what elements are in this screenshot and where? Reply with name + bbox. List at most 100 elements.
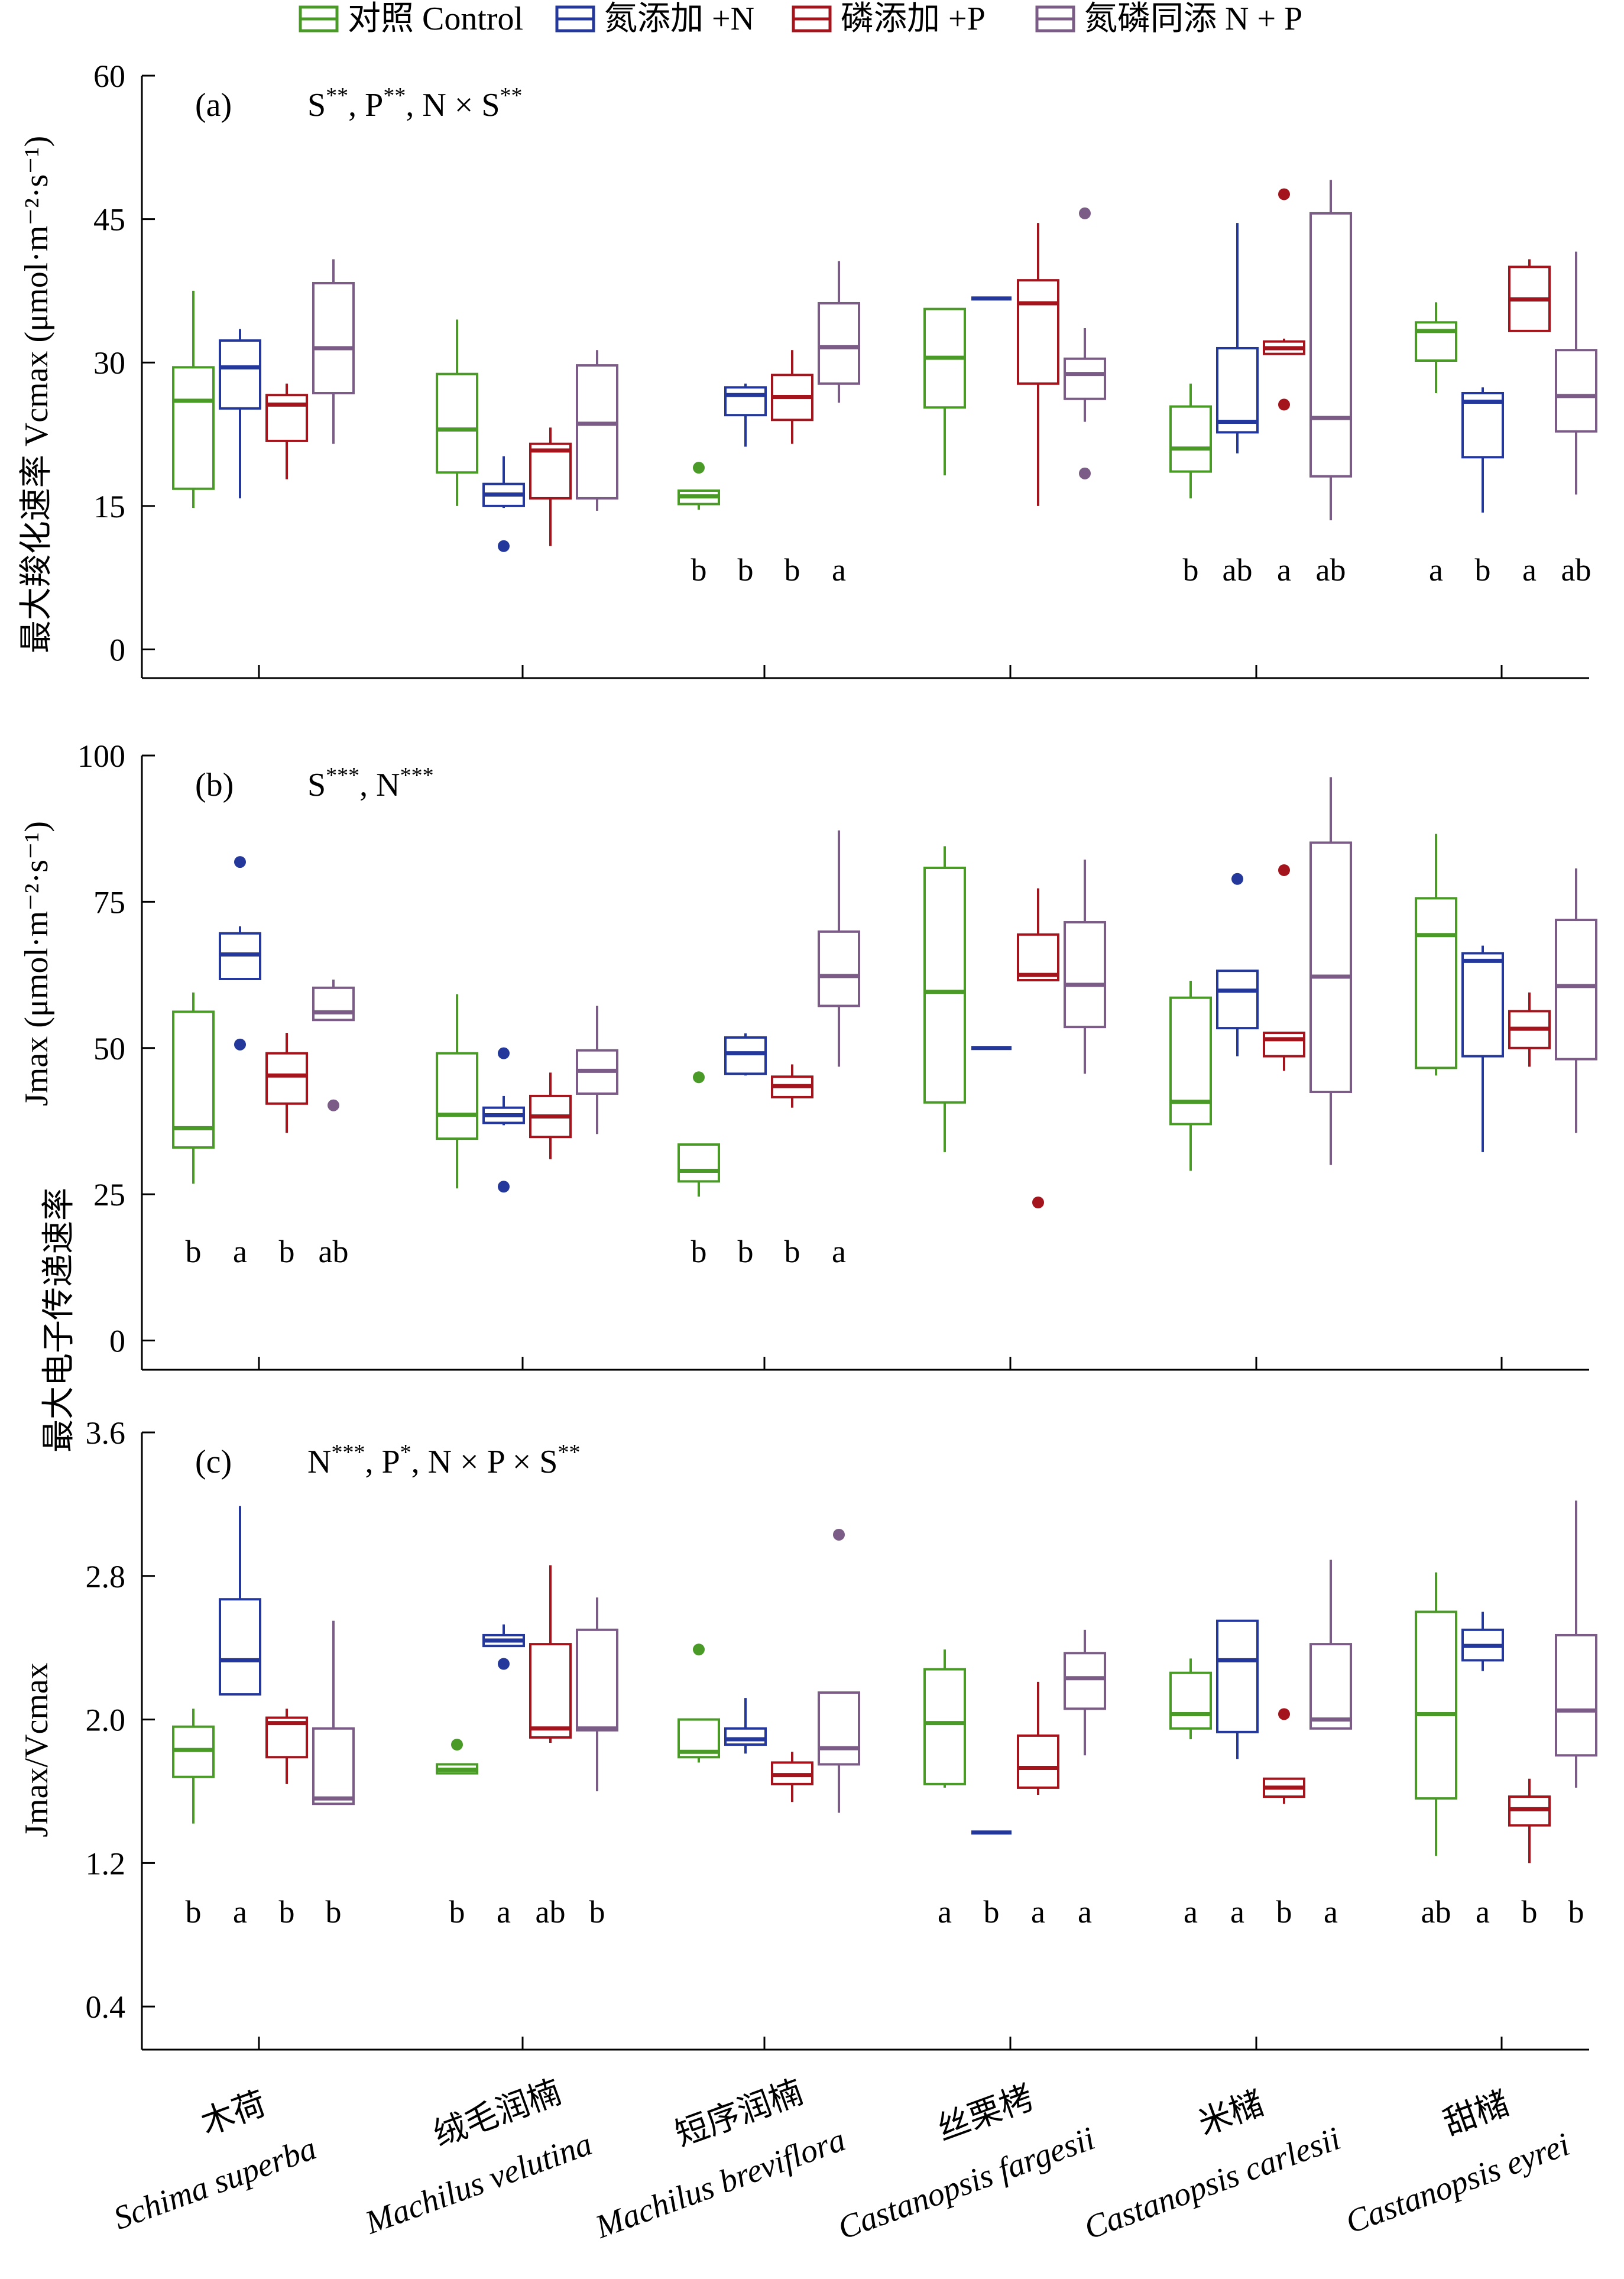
y-axis-label: Jmax/Vcmax <box>18 1662 55 1837</box>
significance-letter: b <box>186 1234 202 1269</box>
significance-letter: b <box>738 1234 754 1269</box>
significance-letter: b <box>279 1234 295 1269</box>
panel-label: (c) <box>195 1444 232 1480</box>
significance-letter: b <box>1475 552 1491 588</box>
box-1: a <box>1415 302 1457 588</box>
significance-stars: ** <box>500 83 522 108</box>
box-4 <box>576 1006 618 1134</box>
box-body <box>1017 933 1059 981</box>
box-3 <box>529 427 572 546</box>
significance-letter: a <box>832 552 846 588</box>
box-3 <box>265 383 308 479</box>
box-2: a <box>482 1624 525 1930</box>
significance-letter: b <box>785 1234 800 1269</box>
box-body <box>1461 391 1504 459</box>
box-1: b <box>436 1739 478 1930</box>
box-1: b <box>678 462 720 588</box>
box-body <box>1216 970 1259 1030</box>
y-tick-label: 75 <box>93 884 125 920</box>
box-2: a <box>219 1506 261 1930</box>
significance-letter: b <box>984 1894 1000 1930</box>
significance-letter: b <box>449 1894 465 1930</box>
species-group-1 <box>172 259 355 508</box>
box-body <box>576 364 618 500</box>
significance-term: , P <box>365 1444 400 1480</box>
box-1 <box>436 319 478 506</box>
box-1 <box>436 994 478 1189</box>
significance-letter: b <box>186 1894 202 1930</box>
box-1 <box>1169 980 1212 1171</box>
outlier-point <box>693 1071 705 1084</box>
box-3: a <box>1017 1681 1059 1930</box>
significance-stars: ** <box>326 83 348 108</box>
outlier-point <box>693 462 705 474</box>
significance-letter: b <box>1183 552 1199 588</box>
outlier-point <box>1079 207 1091 219</box>
box-3: b <box>771 350 813 588</box>
box-4: a <box>1064 1629 1106 1930</box>
significance-letter: a <box>938 1894 952 1930</box>
box-body <box>529 442 572 500</box>
significance-stars: *** <box>326 763 359 788</box>
significance-letter: a <box>1230 1894 1244 1930</box>
box-body <box>1169 405 1212 473</box>
significance-letter: b <box>691 552 707 588</box>
significance-text: S***, N*** <box>307 763 434 803</box>
species-cn-name: 甜槠 <box>1439 2085 1513 2142</box>
box-body <box>529 1643 572 1739</box>
box-2 <box>219 329 261 498</box>
box-body <box>1064 921 1106 1029</box>
legend: 对照 Control 氮添加 +N 磷添加 +P 氮磷同添 N + P <box>299 1 1302 37</box>
box-body <box>219 1598 261 1696</box>
y-tick-label: 15 <box>93 489 125 524</box>
outlier-point <box>1278 398 1290 411</box>
box-2 <box>1216 873 1259 1056</box>
significance-letter: a <box>233 1234 247 1269</box>
box-2: a <box>219 856 261 1269</box>
species-group-4 <box>923 846 1106 1208</box>
outlier-point <box>498 1658 510 1670</box>
box-4 <box>1309 777 1352 1165</box>
box-body <box>576 1628 618 1732</box>
box-3 <box>1017 223 1059 506</box>
significance-letter: a <box>1277 552 1291 588</box>
outlier-point <box>1231 873 1243 885</box>
box-body <box>818 302 860 385</box>
species-group-6 <box>1415 834 1597 1152</box>
box-4 <box>1555 868 1597 1133</box>
y-axis-label: 最大羧化速率 Vcmax (μmol·m⁻²·s⁻¹) <box>18 136 55 654</box>
box-3: b <box>265 1033 308 1269</box>
significance-text: S**, P**, N × S** <box>307 83 522 124</box>
box-body <box>1461 952 1504 1058</box>
box-body <box>1017 279 1059 385</box>
box-1: ab <box>1415 1572 1457 1930</box>
y-tick-label: 0 <box>109 1324 125 1359</box>
significance-letter: b <box>326 1894 342 1930</box>
significance-letter: a <box>1078 1894 1092 1930</box>
y-tick-label: 3.6 <box>86 1415 126 1451</box>
significance-letter: a <box>1324 1894 1338 1930</box>
box-1: b <box>1169 383 1212 588</box>
box-2 <box>724 1698 767 1754</box>
box-4: ab <box>1555 251 1597 588</box>
significance-term: S <box>307 87 326 124</box>
box-body <box>172 1010 215 1149</box>
box-body <box>1415 1610 1457 1800</box>
box-3: b <box>1508 1778 1551 1930</box>
outlier-point <box>498 1047 510 1059</box>
box-4: b <box>1555 1500 1597 1930</box>
legend-label: 氮添加 +N <box>604 1 754 37</box>
legend-label: 氮磷同添 N + P <box>1084 1 1302 37</box>
legend-item-1: 对照 Control <box>299 1 523 37</box>
box-1 <box>923 846 966 1152</box>
significance-term: N <box>307 1444 331 1480</box>
box-body <box>1309 212 1352 478</box>
box-3 <box>529 1072 572 1159</box>
significance-term: S <box>307 767 326 803</box>
significance-stars: *** <box>400 763 434 788</box>
box-4 <box>312 259 355 444</box>
